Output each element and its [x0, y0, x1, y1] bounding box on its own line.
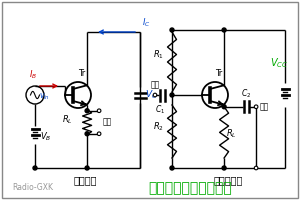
Text: $C_2$: $C_2$: [241, 87, 251, 100]
Text: $v_{in}$: $v_{in}$: [39, 92, 50, 102]
Text: $R_1$: $R_1$: [153, 49, 164, 61]
Circle shape: [254, 105, 258, 109]
Text: $V_B$: $V_B$: [40, 131, 51, 143]
Circle shape: [85, 166, 89, 170]
Text: $C_1$: $C_1$: [155, 103, 165, 116]
Text: 出力: 出力: [260, 102, 269, 111]
Text: Tr: Tr: [215, 69, 223, 78]
Circle shape: [97, 132, 101, 136]
Text: 原理回路: 原理回路: [73, 175, 97, 185]
Circle shape: [33, 166, 37, 170]
Text: $R_L$: $R_L$: [62, 114, 73, 126]
Circle shape: [222, 28, 226, 32]
Text: Radio-GXK: Radio-GXK: [12, 184, 53, 192]
Circle shape: [170, 166, 174, 170]
Text: $I_C$: $I_C$: [142, 17, 151, 29]
Circle shape: [85, 109, 89, 113]
Circle shape: [254, 166, 258, 170]
Text: 実際の回路: 実際の回路: [213, 175, 243, 185]
Text: コレクタ接地増幅回路: コレクタ接地増幅回路: [148, 181, 232, 195]
Text: 出力: 出力: [103, 118, 112, 127]
Circle shape: [153, 93, 157, 97]
Text: $R_2$: $R_2$: [153, 120, 164, 133]
Circle shape: [97, 109, 101, 113]
Circle shape: [170, 93, 174, 97]
Text: Tr: Tr: [78, 69, 85, 78]
Circle shape: [170, 28, 174, 32]
Text: $V_C$: $V_C$: [145, 89, 158, 101]
Text: 入力: 入力: [150, 80, 160, 89]
Text: $V_{CC}$: $V_{CC}$: [270, 56, 288, 70]
Text: $I_B$: $I_B$: [29, 68, 37, 81]
Circle shape: [222, 166, 226, 170]
Circle shape: [222, 105, 226, 109]
Text: $R_L$: $R_L$: [226, 128, 237, 140]
Circle shape: [85, 132, 89, 136]
